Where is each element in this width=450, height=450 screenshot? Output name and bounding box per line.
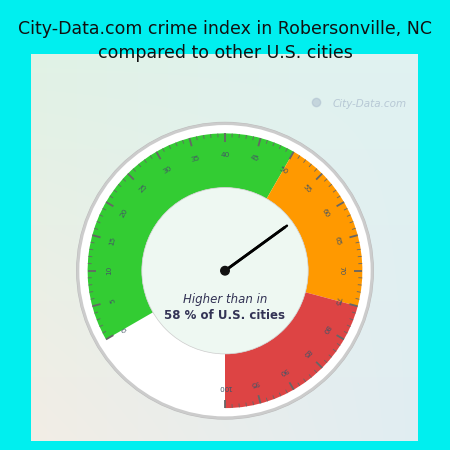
Text: 85: 85: [302, 347, 312, 358]
Wedge shape: [88, 133, 294, 339]
Text: 5: 5: [109, 298, 117, 304]
Text: 0: 0: [121, 325, 128, 332]
Text: Higher than in: Higher than in: [183, 293, 267, 306]
Text: 70: 70: [338, 266, 344, 275]
Wedge shape: [225, 292, 358, 408]
Text: 10: 10: [106, 266, 112, 275]
Circle shape: [221, 266, 229, 275]
Text: 80: 80: [321, 323, 330, 334]
Text: 20: 20: [120, 207, 129, 218]
Text: 58 % of U.S. cities: 58 % of U.S. cities: [165, 309, 285, 322]
Text: 75: 75: [333, 296, 341, 306]
Text: 25: 25: [138, 183, 148, 194]
Text: 90: 90: [278, 366, 288, 376]
Circle shape: [77, 122, 373, 419]
Text: 30: 30: [162, 165, 172, 175]
Text: 40: 40: [220, 152, 230, 158]
Text: 100: 100: [218, 384, 232, 390]
Text: 50: 50: [278, 165, 288, 175]
Wedge shape: [266, 152, 362, 306]
Text: 60: 60: [321, 207, 330, 218]
Circle shape: [142, 188, 308, 354]
Text: 65: 65: [333, 235, 341, 246]
Text: City-Data.com: City-Data.com: [333, 99, 407, 109]
Text: 15: 15: [109, 235, 117, 246]
Text: City-Data.com crime index in Robersonville, NC
compared to other U.S. cities: City-Data.com crime index in Robersonvil…: [18, 20, 432, 62]
Text: 35: 35: [190, 154, 200, 162]
Text: 55: 55: [302, 183, 312, 194]
Text: 45: 45: [250, 154, 260, 162]
Text: 95: 95: [250, 379, 260, 387]
